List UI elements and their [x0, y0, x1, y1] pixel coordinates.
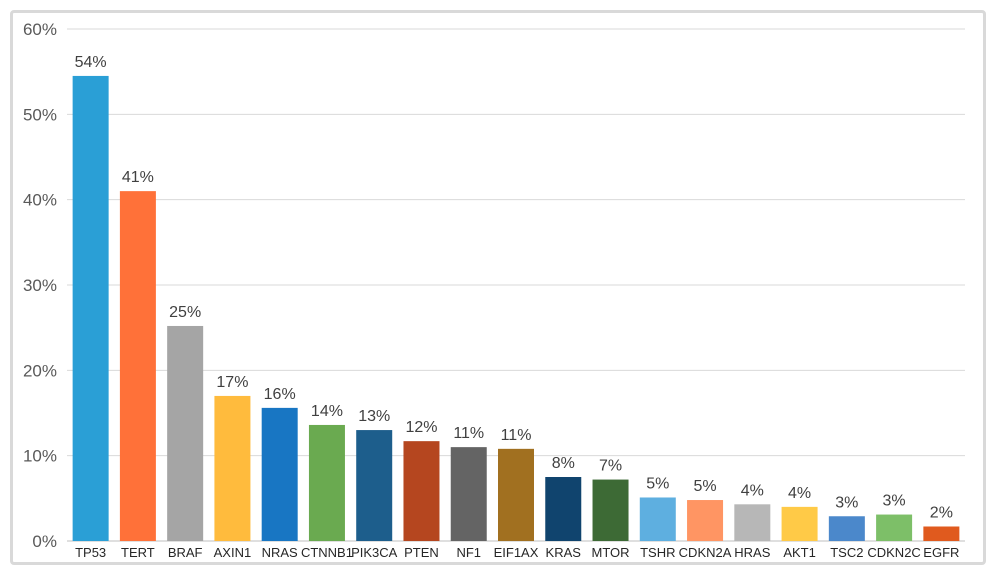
data-label: 54% [75, 54, 107, 71]
x-tick-label: NRAS [262, 545, 298, 560]
bar-cdkn2c [876, 514, 913, 541]
x-tick-label: CDKN2C [867, 545, 920, 560]
data-label: 41% [122, 169, 154, 186]
x-tick-label: TSHR [640, 545, 675, 560]
y-tick-label: 10% [23, 447, 57, 466]
data-label: 7% [599, 458, 622, 475]
x-tick-label: PIK3CA [351, 545, 398, 560]
x-tick-label: MTOR [592, 545, 630, 560]
x-tick-label: NF1 [456, 545, 481, 560]
bar-nf1 [450, 447, 487, 541]
data-label: 11% [453, 425, 484, 442]
bar-axin1 [214, 395, 251, 541]
bar-braf [167, 325, 204, 541]
x-tick-label: PTEN [404, 545, 439, 560]
bar-ctnnb1 [308, 424, 345, 541]
bar-cdkn2a [687, 500, 724, 541]
x-tick-label: AXIN1 [214, 545, 252, 560]
x-tick-label: TP53 [75, 545, 106, 560]
y-tick-label: 0% [32, 532, 57, 551]
bar-mtor [592, 479, 629, 541]
data-label: 2% [930, 504, 953, 521]
data-label: 8% [552, 455, 575, 472]
x-tick-label: EIF1AX [494, 545, 539, 560]
bar-hras [734, 504, 771, 541]
data-label: 16% [264, 386, 296, 403]
data-label: 12% [405, 419, 437, 436]
y-tick-label: 60% [23, 20, 57, 39]
data-label: 25% [169, 304, 201, 321]
data-label: 5% [646, 475, 669, 492]
bar-tshr [639, 497, 676, 541]
bar-tp53 [72, 75, 109, 541]
x-tick-label: CTNNB1 [301, 545, 353, 560]
data-label: 3% [883, 493, 906, 510]
bar-tsc2 [828, 516, 865, 541]
data-label: 3% [835, 494, 858, 511]
x-tick-label: KRAS [546, 545, 582, 560]
data-label: 14% [311, 403, 343, 420]
bar-eif1ax [498, 448, 534, 541]
data-labels: 54% 41% 25% 17% 16% 14% 13% 12% 11% 11% 8% 7% 5% 5% 4%… [75, 54, 953, 522]
y-tick-label: 40% [23, 191, 57, 210]
bars [72, 75, 960, 541]
x-tick-label: BRAF [168, 545, 203, 560]
bar-kras [545, 477, 582, 541]
bar-tert [119, 191, 156, 541]
bar-nras [261, 407, 298, 541]
x-tick-label: AKT1 [783, 545, 816, 560]
data-label: 4% [741, 482, 764, 499]
y-axis-ticks: 0% 10% 20% 30% 40% 50% 60% [23, 20, 57, 551]
x-tick-label: EGFR [923, 545, 959, 560]
bar-akt1 [781, 506, 818, 541]
data-label: 4% [788, 485, 811, 502]
x-tick-label: TERT [121, 545, 155, 560]
y-tick-label: 20% [23, 361, 57, 380]
data-label: 11% [501, 427, 532, 444]
y-tick-label: 50% [23, 105, 57, 124]
x-tick-label: HRAS [734, 545, 770, 560]
bar-pten [403, 441, 440, 541]
bar-pik3ca [356, 430, 393, 541]
data-label: 13% [358, 408, 390, 425]
y-tick-label: 30% [23, 276, 57, 295]
data-label: 5% [693, 478, 716, 495]
x-tick-label: CDKN2A [679, 545, 732, 560]
x-tick-label: TSC2 [830, 545, 863, 560]
data-label: 17% [216, 374, 248, 391]
bar-egfr [923, 526, 960, 541]
